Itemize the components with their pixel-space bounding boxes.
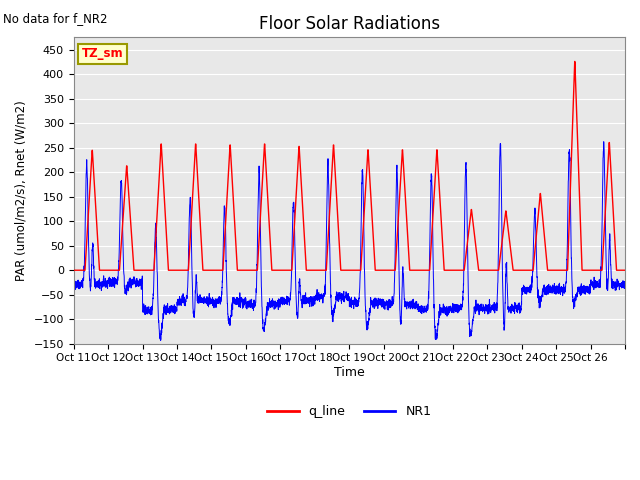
Title: Floor Solar Radiations: Floor Solar Radiations	[259, 15, 440, 33]
Text: TZ_sm: TZ_sm	[82, 47, 124, 60]
Text: No data for f_NR2: No data for f_NR2	[3, 12, 108, 25]
X-axis label: Time: Time	[334, 366, 365, 379]
Y-axis label: PAR (umol/m2/s), Rnet (W/m2): PAR (umol/m2/s), Rnet (W/m2)	[15, 100, 28, 281]
Legend: q_line, NR1: q_line, NR1	[262, 400, 436, 423]
